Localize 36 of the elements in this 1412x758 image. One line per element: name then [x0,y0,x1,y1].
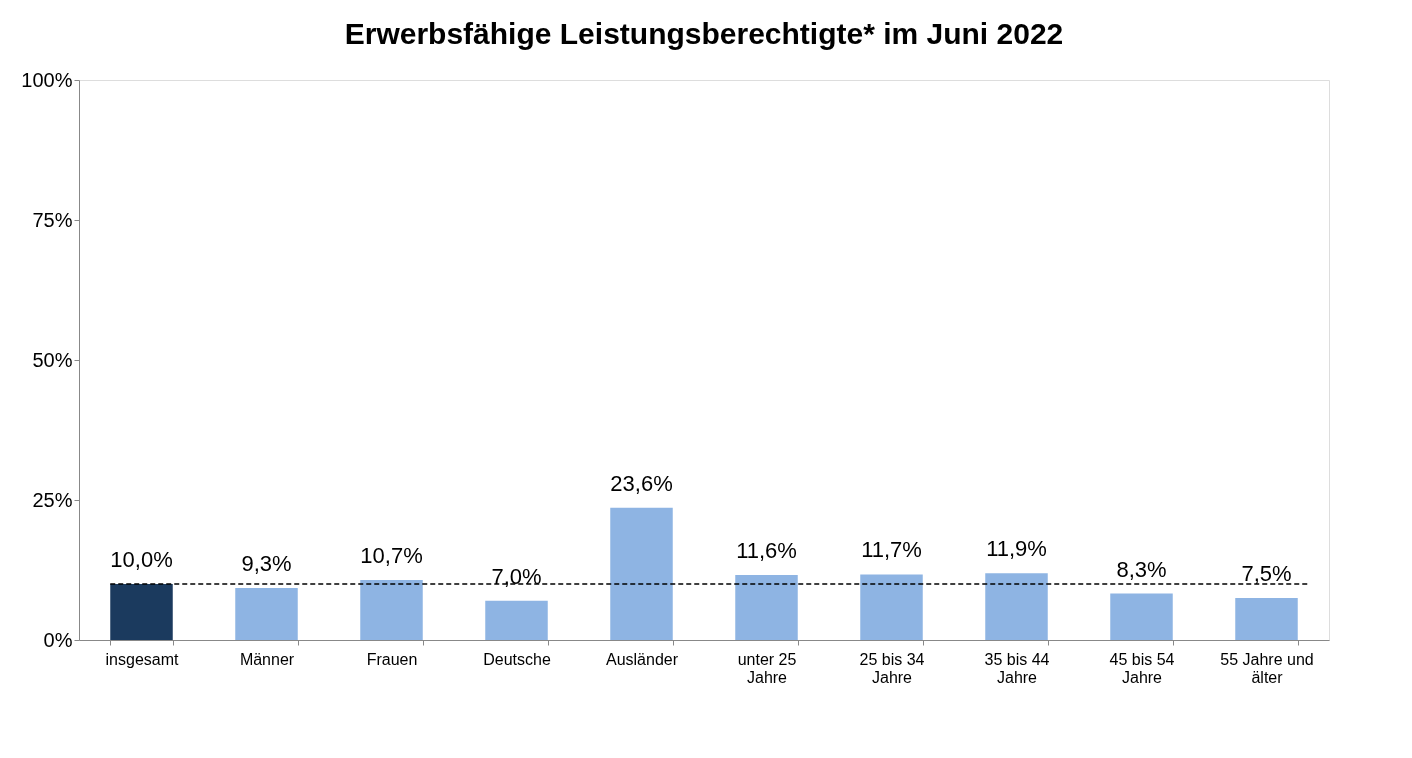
x-tick-label: insgesamt [105,650,180,668]
data-label: 8,3% [1116,556,1167,582]
bar [360,580,423,640]
chart-title: Erwerbsfähige Leistungsberechtigte* im Juni 2022 [344,17,1064,50]
y-tick-label: 50% [32,348,73,371]
bar [860,574,923,640]
x-tick-label: 45 bis 54 Jahre [1109,650,1175,686]
x-tick-label: 35 bis 44 Jahre [984,650,1050,686]
y-tick-label: 25% [32,488,73,511]
bar [235,587,298,640]
bar [610,507,673,640]
bar [1235,598,1298,640]
bar [985,573,1048,640]
x-tick-label: 55 Jahre und älter [1220,650,1314,686]
data-label: 9,3% [241,550,292,576]
y-tick-label: 0% [43,628,73,651]
data-label: 11,6% [736,538,797,564]
y-tick-label: 75% [32,208,73,231]
bar [485,600,548,640]
bar [1110,593,1173,640]
data-label: 11,9% [986,536,1047,562]
data-label: 10,0% [110,547,173,572]
data-label: 23,6% [610,470,673,496]
x-tick-label: Ausländer [605,650,679,668]
data-label: 10,7% [360,543,423,569]
bar [110,584,173,640]
data-label: 7,5% [1241,561,1292,586]
data-label: 7,0% [491,563,542,589]
x-tick-label: Deutsche [483,650,551,668]
bar [735,575,798,640]
x-tick-label: 25 bis 34 Jahre [859,650,925,686]
y-tick-label: 100% [21,68,73,91]
x-tick-label: Männer [239,650,295,668]
data-label: 11,7% [861,537,922,563]
x-tick-label: unter 25 Jahre [737,650,797,686]
x-tick-label: Frauen [366,650,418,668]
